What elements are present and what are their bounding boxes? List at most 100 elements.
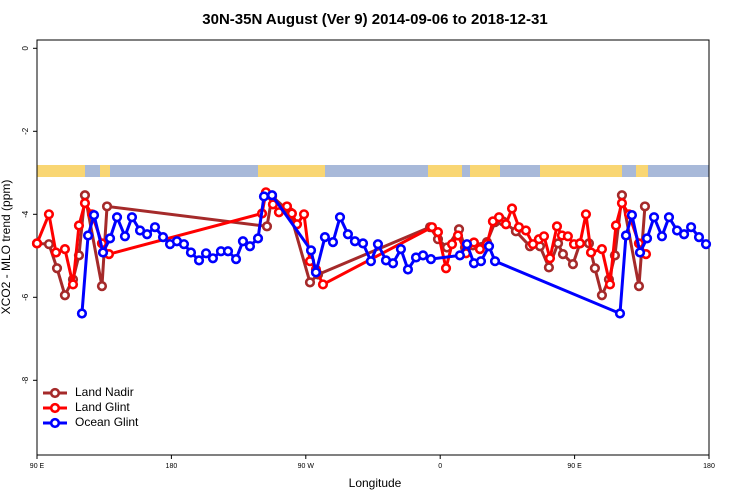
point bbox=[334, 212, 346, 223]
land-band bbox=[37, 165, 85, 177]
point bbox=[193, 255, 205, 266]
land-band bbox=[428, 165, 462, 177]
point bbox=[281, 201, 293, 212]
point bbox=[634, 247, 646, 258]
point bbox=[178, 239, 190, 250]
point bbox=[79, 190, 91, 201]
land-band bbox=[636, 165, 648, 177]
land-band bbox=[100, 165, 110, 177]
point bbox=[685, 222, 697, 233]
point bbox=[266, 190, 278, 201]
point bbox=[589, 263, 601, 274]
point bbox=[357, 238, 369, 249]
point bbox=[700, 239, 712, 250]
land-ocean-strip bbox=[37, 165, 709, 177]
point bbox=[440, 263, 452, 274]
x-tick-label: 90 E bbox=[30, 463, 45, 470]
legend-marker bbox=[49, 417, 61, 429]
point bbox=[610, 220, 622, 231]
point bbox=[119, 231, 131, 242]
point bbox=[237, 236, 249, 247]
point bbox=[126, 212, 138, 223]
point bbox=[73, 220, 85, 231]
point bbox=[461, 239, 473, 250]
point bbox=[230, 254, 242, 265]
point bbox=[527, 239, 539, 250]
point bbox=[620, 230, 632, 241]
point bbox=[432, 227, 444, 238]
point bbox=[317, 279, 329, 290]
point bbox=[574, 238, 586, 249]
point bbox=[454, 250, 466, 261]
point bbox=[51, 263, 63, 274]
point bbox=[342, 229, 354, 240]
y-tick-label: -8 bbox=[21, 376, 30, 384]
point bbox=[693, 232, 705, 243]
point bbox=[648, 212, 660, 223]
point bbox=[310, 267, 322, 278]
point bbox=[244, 241, 256, 252]
land-band bbox=[540, 165, 622, 177]
series bbox=[76, 190, 712, 319]
legend-label: Ocean Glint bbox=[75, 415, 139, 429]
point bbox=[489, 256, 501, 267]
point bbox=[387, 258, 399, 269]
y-tick-label: 0 bbox=[21, 46, 30, 51]
point bbox=[76, 308, 88, 319]
point bbox=[641, 233, 653, 244]
point bbox=[97, 247, 109, 258]
point bbox=[59, 290, 71, 301]
point bbox=[475, 256, 487, 267]
point bbox=[678, 229, 690, 240]
point bbox=[604, 279, 616, 290]
point bbox=[417, 250, 429, 261]
point bbox=[222, 246, 234, 257]
x-tick-label: 0 bbox=[438, 463, 442, 470]
point bbox=[639, 201, 651, 212]
point bbox=[500, 219, 512, 230]
point bbox=[562, 231, 573, 242]
point bbox=[614, 308, 626, 319]
point bbox=[185, 247, 197, 258]
point bbox=[327, 237, 339, 248]
y-tick-label: -2 bbox=[21, 127, 30, 135]
point bbox=[43, 239, 55, 250]
point bbox=[626, 210, 638, 221]
point bbox=[96, 280, 108, 292]
point bbox=[82, 230, 94, 241]
point bbox=[111, 212, 123, 223]
point bbox=[493, 212, 505, 223]
point bbox=[616, 190, 628, 201]
legend-label: Land Glint bbox=[75, 400, 130, 414]
point bbox=[200, 248, 212, 259]
legend-label: Land Nadir bbox=[75, 385, 134, 399]
point bbox=[538, 231, 550, 242]
point bbox=[305, 245, 317, 256]
point bbox=[149, 222, 161, 233]
x-tick-label: 180 bbox=[703, 463, 715, 470]
point bbox=[261, 221, 273, 232]
point bbox=[506, 203, 518, 214]
point bbox=[141, 229, 153, 240]
point bbox=[286, 208, 298, 219]
legend-marker bbox=[49, 387, 61, 399]
point bbox=[304, 277, 316, 288]
point bbox=[483, 241, 495, 252]
point bbox=[452, 230, 464, 241]
point bbox=[31, 238, 43, 249]
y-axis-label: XCO2 - MLO trend (ppm) bbox=[0, 180, 13, 315]
point bbox=[544, 253, 556, 264]
point bbox=[633, 280, 645, 292]
chart-title: 30N-35N August (Ver 9) 2014-09-06 to 201… bbox=[202, 11, 547, 28]
point bbox=[474, 244, 486, 255]
point bbox=[101, 201, 113, 212]
point bbox=[402, 264, 414, 275]
point bbox=[567, 259, 579, 270]
point bbox=[104, 233, 116, 244]
point bbox=[616, 197, 628, 209]
legend-marker bbox=[49, 402, 61, 414]
point bbox=[50, 247, 62, 258]
point bbox=[79, 197, 91, 209]
